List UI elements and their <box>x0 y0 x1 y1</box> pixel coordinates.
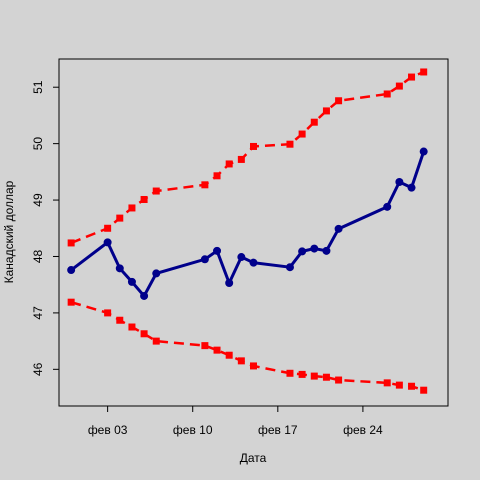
plot-box <box>58 58 449 407</box>
data-point <box>201 342 209 350</box>
data-point <box>322 373 330 381</box>
data-point <box>310 372 318 380</box>
data-point <box>128 204 136 212</box>
data-point <box>420 386 428 394</box>
x-axis: фев 03 фев 10 фев 17 фев 24 <box>88 406 383 437</box>
data-point <box>310 244 319 253</box>
series-0 <box>67 147 428 300</box>
data-point <box>249 258 258 267</box>
data-point <box>116 214 124 222</box>
series-line <box>70 300 425 392</box>
data-point <box>152 337 160 345</box>
y-tick-label: 49 <box>31 193 45 207</box>
series-1 <box>67 68 428 247</box>
data-point <box>128 323 136 331</box>
series-2 <box>67 298 428 394</box>
x-tick-label: фев 24 <box>343 423 383 437</box>
data-point <box>335 97 343 105</box>
data-point <box>104 224 112 232</box>
data-point <box>383 202 392 211</box>
data-point <box>237 155 245 163</box>
data-point <box>225 351 233 359</box>
data-point <box>67 266 76 275</box>
data-point <box>298 130 306 138</box>
y-axis-label: Канадский доллар <box>2 180 16 283</box>
data-point <box>104 309 112 317</box>
x-tick-label: фев 03 <box>88 423 128 437</box>
data-point <box>420 68 428 76</box>
x-tick-label: фев 10 <box>173 423 213 437</box>
series-layer <box>67 68 428 394</box>
data-point <box>286 140 294 148</box>
data-point <box>285 263 294 272</box>
data-point <box>250 142 257 150</box>
x-tick-label: фев 17 <box>258 423 298 437</box>
data-point <box>407 183 416 192</box>
data-point <box>200 255 209 264</box>
data-point <box>419 147 428 156</box>
data-point <box>152 269 161 278</box>
y-tick-label: 48 <box>31 249 45 263</box>
data-point <box>334 224 343 233</box>
x-axis-label: Дата <box>240 451 267 465</box>
data-point <box>250 362 257 370</box>
data-point <box>286 369 294 377</box>
y-tick-label: 50 <box>31 137 45 151</box>
data-point <box>201 181 209 189</box>
data-point <box>140 330 148 338</box>
y-tick-label: 46 <box>31 362 45 376</box>
data-point <box>395 82 403 90</box>
data-point <box>67 298 75 306</box>
y-axis: 46 47 48 49 50 51 <box>31 80 59 376</box>
data-point <box>383 90 391 98</box>
data-point <box>237 253 246 262</box>
data-point <box>213 246 222 255</box>
data-point <box>395 178 404 187</box>
y-tick-label: 51 <box>31 80 45 94</box>
data-point <box>152 187 160 195</box>
data-point <box>213 172 221 180</box>
series-line <box>70 70 425 245</box>
data-point <box>408 73 416 81</box>
data-point <box>298 370 306 378</box>
data-point <box>213 346 221 354</box>
data-point <box>383 379 391 387</box>
data-point <box>237 357 245 365</box>
data-point <box>225 278 234 287</box>
data-point <box>127 277 136 286</box>
data-point <box>408 382 416 390</box>
data-point <box>116 316 124 324</box>
data-point <box>140 291 149 300</box>
data-point <box>322 107 330 115</box>
data-point <box>298 247 307 256</box>
data-point <box>310 118 318 126</box>
data-point <box>225 160 233 168</box>
data-point <box>335 376 343 384</box>
y-tick-label: 47 <box>31 306 45 320</box>
series-line <box>70 151 426 299</box>
data-point <box>103 238 112 247</box>
data-point <box>115 264 124 273</box>
data-point <box>67 239 75 247</box>
data-point <box>140 195 148 203</box>
data-point <box>322 246 331 255</box>
data-point <box>395 381 403 389</box>
